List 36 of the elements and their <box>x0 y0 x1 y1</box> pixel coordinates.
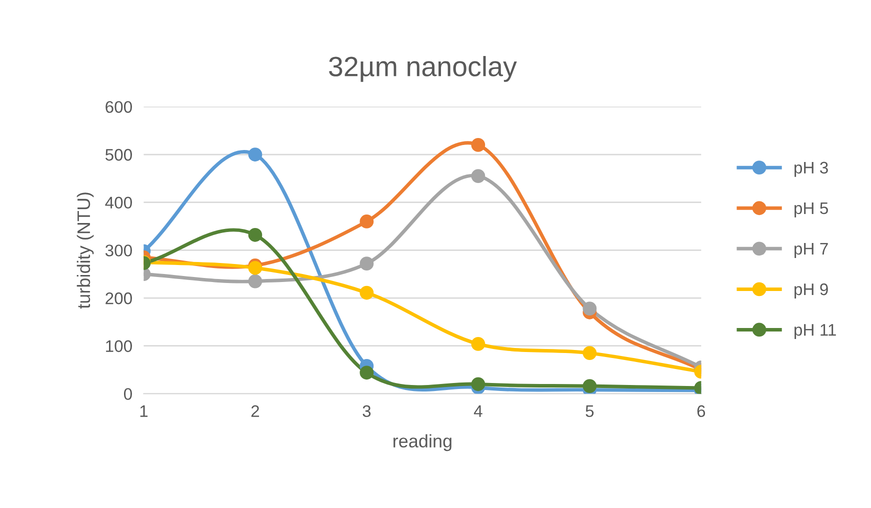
point <box>248 228 262 242</box>
point <box>471 377 486 392</box>
point <box>471 337 486 351</box>
point <box>360 286 374 300</box>
legend-label: pH 5 <box>794 202 828 218</box>
point <box>582 302 597 316</box>
x-tick-label: 2 <box>251 405 259 417</box>
point <box>360 256 374 271</box>
point <box>582 346 597 360</box>
x-tick-label: 6 <box>697 405 706 418</box>
y-tick-label: 100 <box>106 340 132 352</box>
point <box>248 148 262 162</box>
x-axis-title: reading <box>394 434 452 452</box>
y-tick-label: 300 <box>105 244 132 256</box>
x-tick-label: 1 <box>140 405 148 417</box>
legend-label: pH 7 <box>794 243 828 258</box>
legend-label: pH 9 <box>794 283 828 298</box>
point <box>360 214 374 228</box>
x-tick-label: 5 <box>586 405 594 418</box>
point <box>471 138 486 152</box>
x-tick-label: 4 <box>474 405 482 417</box>
chart-title: 32µm nanoclay <box>329 56 517 82</box>
y-tick-label: 200 <box>106 292 132 304</box>
y-tick-label: 400 <box>105 196 132 209</box>
y-axis-title: turbidity (NTU) <box>76 192 94 309</box>
x-tick-label: 3 <box>362 405 371 418</box>
legend-label: pH 11 <box>794 324 836 340</box>
point <box>248 260 262 275</box>
point <box>582 379 597 393</box>
point <box>471 169 486 183</box>
point <box>360 366 374 380</box>
y-tick-label: 600 <box>106 101 132 113</box>
point <box>248 274 262 288</box>
y-tick-label: 0 <box>124 388 132 400</box>
legend-label: pH 3 <box>794 162 828 177</box>
y-tick-label: 500 <box>105 148 132 161</box>
